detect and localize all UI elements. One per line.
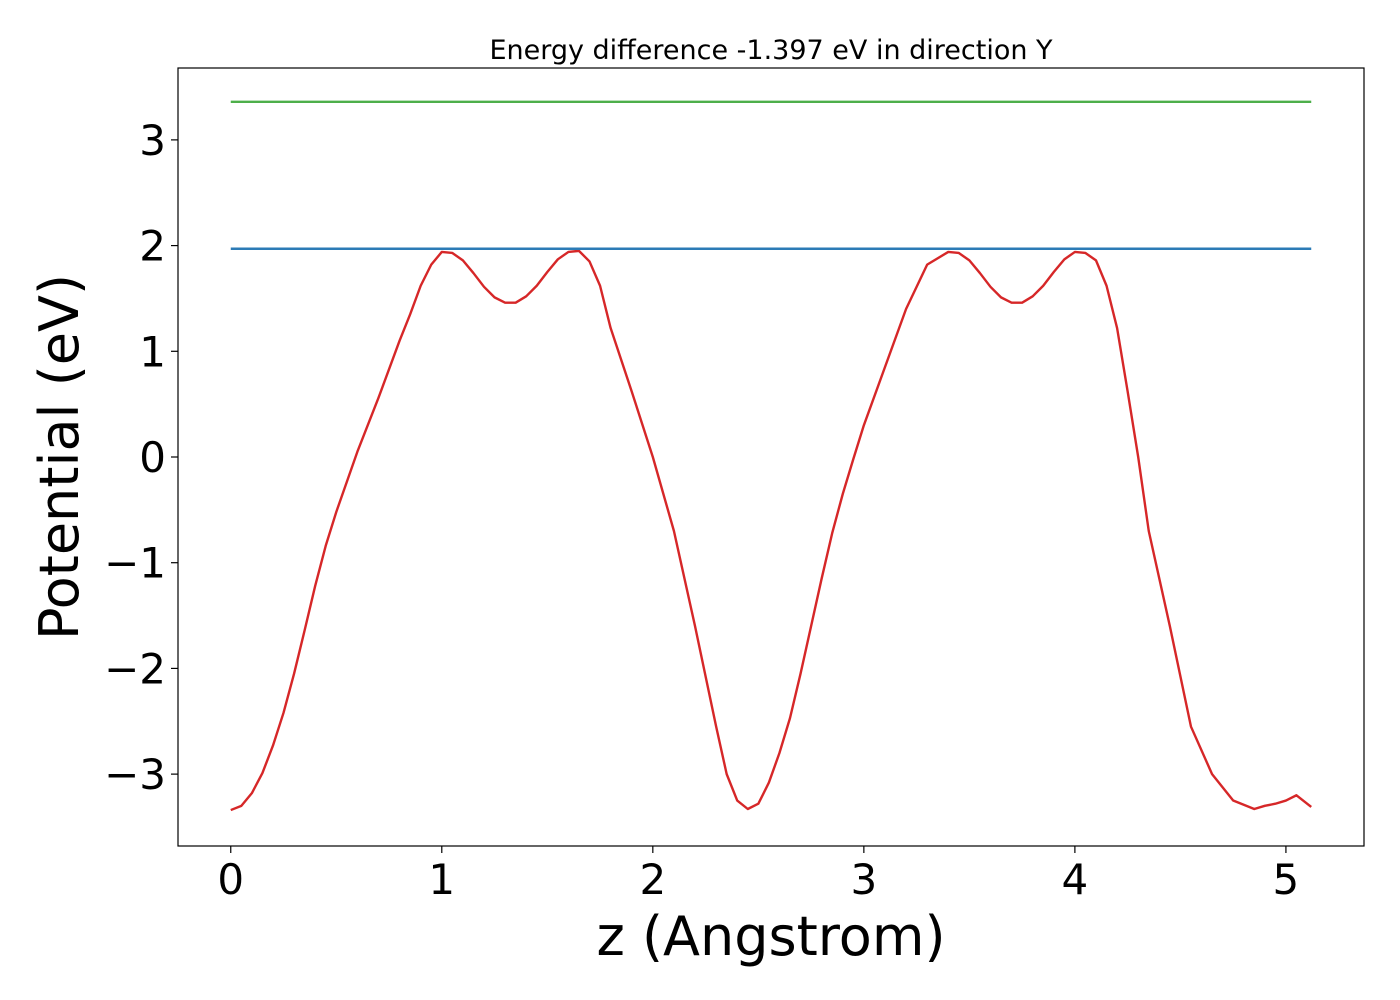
x-tick-label: 0 xyxy=(217,855,244,904)
y-tick-label: 2 xyxy=(139,222,166,271)
x-tick-label: 2 xyxy=(639,855,666,904)
y-tick-label: −2 xyxy=(104,644,166,693)
x-tick-label: 3 xyxy=(850,855,877,904)
y-axis-label: Potential (eV) xyxy=(28,274,91,640)
y-tick-label: 0 xyxy=(139,433,166,482)
x-axis: 0 1 2 3 4 5 xyxy=(217,846,1299,904)
y-tick-label: 1 xyxy=(139,327,166,376)
x-tick-label: 5 xyxy=(1273,855,1300,904)
chart-title: Energy difference -1.397 eV in direction… xyxy=(489,35,1053,66)
y-tick-label: −1 xyxy=(104,539,166,588)
series-layer xyxy=(230,100,1312,812)
y-tick-label: −3 xyxy=(104,750,166,799)
x-axis-label: z (Angstrom) xyxy=(596,905,945,968)
y-tick-label: 3 xyxy=(139,116,166,165)
x-tick-label: 1 xyxy=(428,855,455,904)
x-tick-label: 4 xyxy=(1062,855,1089,904)
series-line-1 xyxy=(230,249,1312,812)
y-axis: −3 −2 −1 0 1 2 3 xyxy=(104,116,178,799)
